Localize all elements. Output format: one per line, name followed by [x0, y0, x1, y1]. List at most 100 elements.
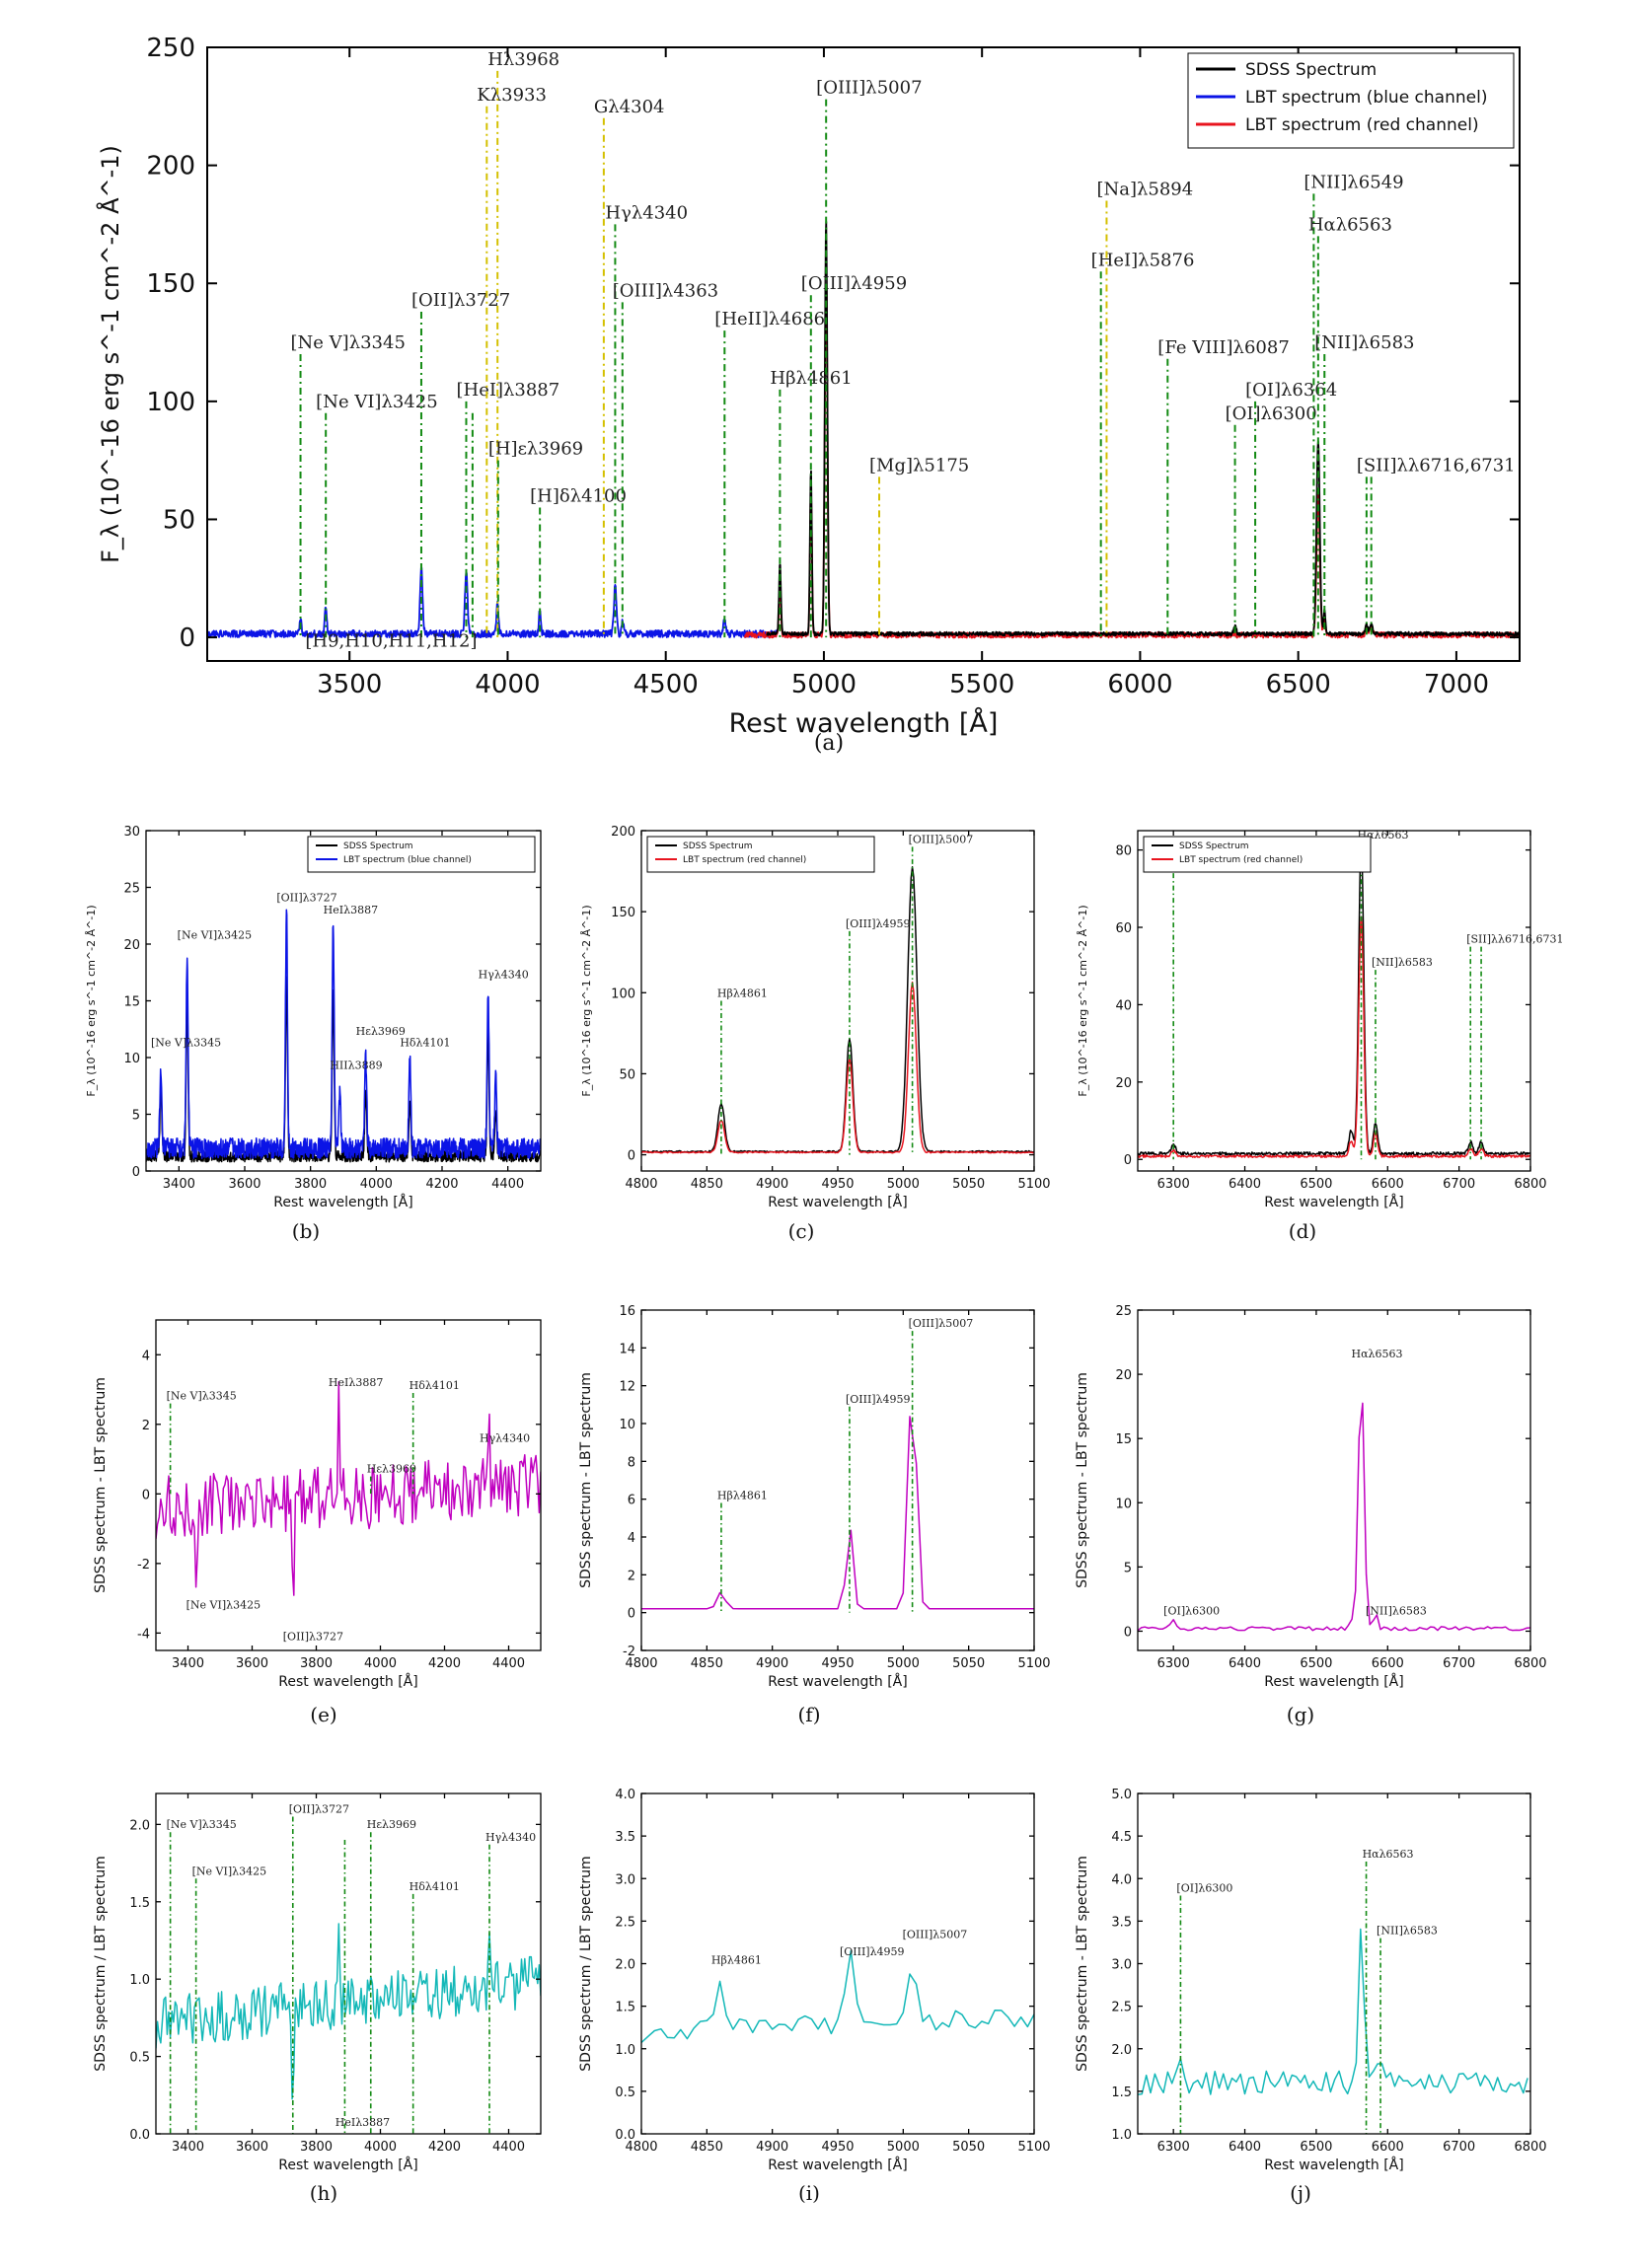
y-tick-label: 2.0: [129, 1818, 150, 1833]
y-tick-label: 12: [619, 1380, 635, 1395]
y-tick-label: 16: [619, 1304, 635, 1319]
line-label: [SII]λλ6716,6731: [1357, 455, 1516, 476]
x-tick-label: 6500: [1300, 1177, 1332, 1192]
axes-frame: [206, 46, 1521, 662]
series-cyan-line: [641, 1949, 1034, 2044]
line-label: Hελ3969: [367, 1818, 416, 1831]
x-tick-label: 4000: [364, 1656, 397, 1671]
series-red-line: [1138, 915, 1530, 1159]
series-red-line: [743, 256, 1520, 639]
y-tick-label: 4: [628, 1531, 635, 1546]
x-tick-label: 4900: [756, 2140, 788, 2155]
line-annotation: Hδλ4101: [400, 1037, 450, 1050]
line-label: [OI]λ6364: [1245, 380, 1337, 401]
y-tick-label: 0: [1124, 1625, 1132, 1640]
x-tick-label: 4000: [360, 1177, 393, 1192]
line-label: [Fe VIII]λ6087: [1157, 337, 1289, 358]
panel-j: [OI]λ6300 Hαλ6563 [NII]λ6583 6300 6400 6500 66…: [1075, 1788, 1547, 2205]
x-axis-label: Rest wavelength [Å]: [1264, 1194, 1403, 1210]
line-annotation: [OII]λ3727: [283, 1630, 343, 1643]
y-tick-label: 200: [611, 825, 635, 840]
line-label: Hλ3968: [487, 49, 559, 70]
panel-i: Hβλ4861 [OIII]λ4959 [OIII]λ5007 4800 4850 490…: [578, 1788, 1051, 2205]
y-tick-label: 4.5: [1111, 1830, 1132, 1845]
y-tick-label: 14: [619, 1342, 635, 1356]
x-tick-label: 3600: [236, 1656, 268, 1671]
series-magenta-line: [641, 1416, 1034, 1610]
series-magenta-line: [156, 1380, 541, 1596]
x-tick-label: 4000: [364, 2140, 397, 2155]
line-annotation: [OIII]λ4959: [840, 1945, 905, 1958]
x-tick-label: 4850: [691, 1656, 723, 1671]
line-label: [OIII]λ5007: [909, 1317, 974, 1330]
y-tick-label: 0.0: [129, 2128, 150, 2143]
balmer-series-label: [H9,H10,H11,H12]: [305, 631, 477, 652]
line-label: [Ne V]λ3345: [291, 332, 406, 353]
series-magenta-line: [1138, 1402, 1530, 1632]
y-axis-label: F_λ (10^-16 erg s^-1 cm^-2 Å^-1): [580, 905, 593, 1096]
legend-entry: SDSS Spectrum: [343, 841, 413, 851]
line-label: [OII]λ3727: [289, 1803, 349, 1816]
y-tick-label: 5: [132, 1109, 140, 1124]
series-blue-line: [207, 566, 778, 638]
panel-caption: (c): [788, 1219, 815, 1243]
x-tick-label: 6300: [1157, 1177, 1190, 1192]
x-tick-label: 3400: [172, 2140, 204, 2155]
line-label: [OIII]λ4959: [846, 1393, 911, 1406]
axes-frame: [1137, 1309, 1531, 1651]
x-tick-label: 3800: [300, 1656, 333, 1671]
x-tick-label: 3400: [172, 1656, 204, 1671]
y-tick-label: 3.0: [615, 1872, 635, 1887]
y-tick-label: 5: [1124, 1561, 1132, 1575]
x-tick-label: 5050: [952, 1177, 985, 1192]
y-tick-label: 20: [1115, 1076, 1132, 1091]
x-tick-label: 6500: [1300, 2140, 1332, 2155]
line-label: Gλ4304: [594, 97, 665, 117]
series-cyan-line: [1138, 1928, 1528, 2095]
line-label: [Ne VI]λ3425: [192, 1865, 266, 1877]
line-label: [OI]λ6300: [1176, 1882, 1232, 1895]
y-tick-label: 25: [1115, 1304, 1132, 1319]
x-tick-label: 5500: [949, 670, 1014, 699]
line-annotation: [OIII]λ5007: [903, 1929, 968, 1941]
line-label: [Ne V]λ3345: [167, 1390, 237, 1403]
x-tick-label: 6500: [1300, 1656, 1332, 1671]
y-tick-label: 3.0: [1111, 1958, 1132, 1973]
x-tick-label: 4200: [425, 1177, 458, 1192]
x-tick-label: 3500: [317, 670, 382, 699]
panel-e: [Ne V]λ3345 Hελ3969 Hδλ4101 HeIλ3887 [Ne VI]…: [93, 1319, 542, 1726]
panel-caption: (d): [1289, 1219, 1316, 1243]
y-tick-label: 10: [123, 1052, 140, 1066]
line-annotation: [Ne V]λ3345: [151, 1037, 221, 1050]
line-label: Hγλ4340: [485, 1831, 536, 1844]
line-annotation: Hβλ4861: [711, 1954, 762, 1967]
line-label: [HeI]λ3887: [456, 380, 559, 401]
legend-entry: LBT spectrum (blue channel): [1245, 88, 1487, 108]
line-annotation: HeIλ3887: [324, 904, 378, 916]
x-tick-label: 5050: [952, 2140, 985, 2155]
x-tick-label: 6400: [1229, 2140, 1261, 2155]
y-tick-label: 0: [1124, 1153, 1132, 1168]
y-tick-label: 25: [123, 882, 140, 897]
x-tick-label: 4000: [475, 670, 540, 699]
x-tick-label: 4900: [756, 1177, 788, 1192]
x-tick-label: 5100: [1017, 1656, 1050, 1671]
x-tick-label: 6800: [1514, 1177, 1546, 1192]
panel-caption: (j): [1290, 2181, 1311, 2205]
panel-a: [Ne V]λ3345 [Ne VI]λ3425 [OII]λ3727 [HeI]λ3…: [96, 34, 1521, 756]
line-annotation: Hαλ6563: [1351, 1348, 1402, 1360]
line-label: [NII]λ6549: [1304, 172, 1403, 192]
x-tick-label: 4200: [428, 1656, 461, 1671]
y-tick-label: 0: [179, 623, 195, 653]
line-label: [OIII]λ4959: [846, 917, 911, 930]
x-tick-label: 6000: [1107, 670, 1172, 699]
x-tick-label: 4400: [491, 1177, 524, 1192]
y-tick-label: 1.5: [129, 1896, 150, 1911]
x-tick-label: 6700: [1443, 1656, 1475, 1671]
y-tick-label: 50: [163, 505, 195, 535]
line-annotation: [Ne VI]λ3425: [186, 1599, 261, 1612]
line-label: Kλ3933: [477, 85, 547, 106]
y-tick-label: 100: [611, 987, 635, 1001]
line-annotation: [NII]λ6583: [1366, 1605, 1427, 1618]
line-label: [OIII]λ5007: [816, 78, 922, 99]
